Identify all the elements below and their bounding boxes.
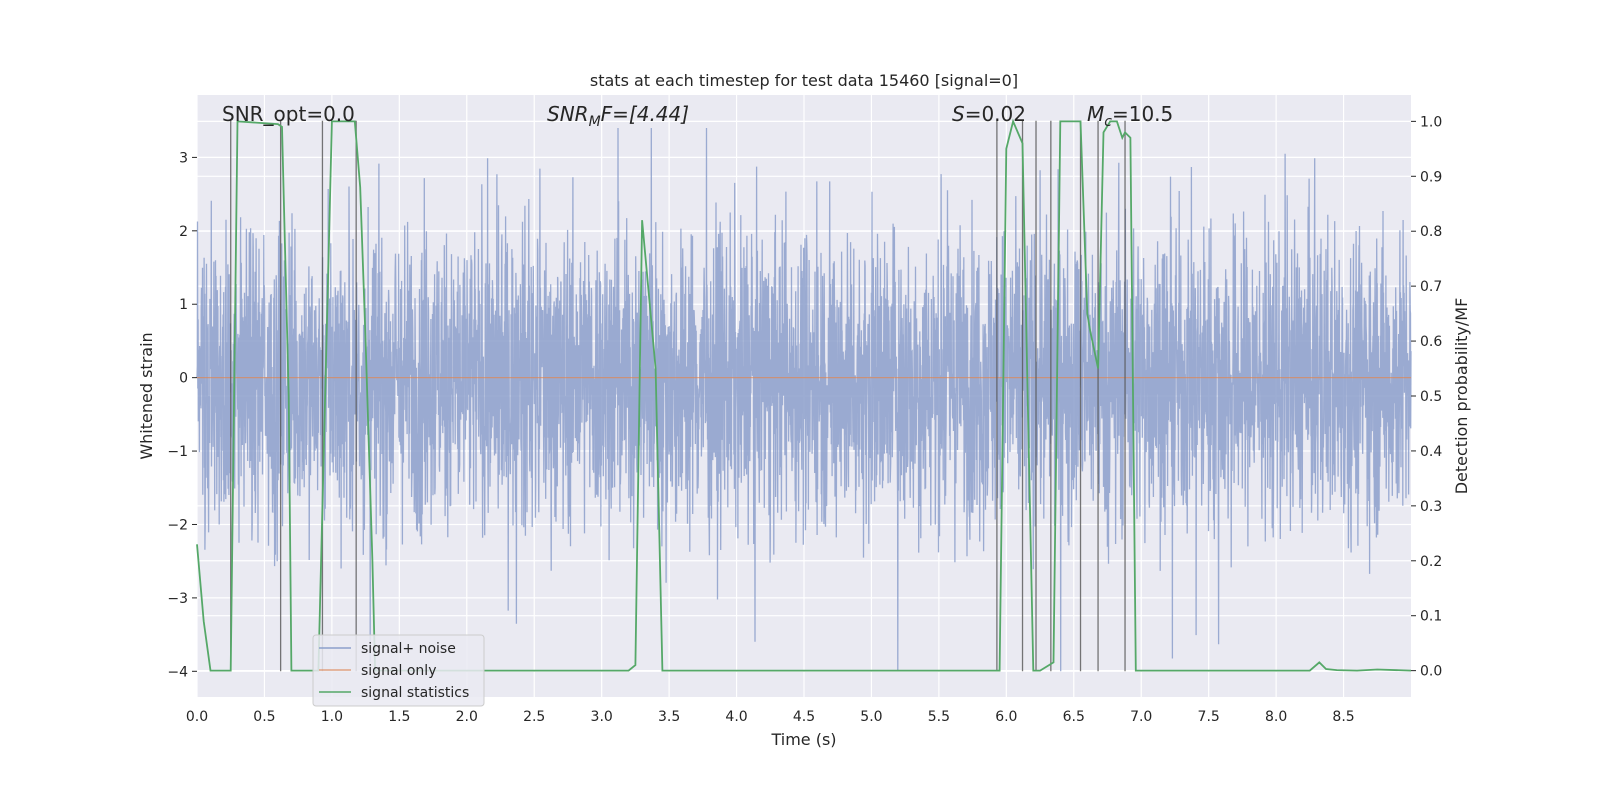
y-left-tick-label: 2	[179, 224, 188, 240]
y-right-tick-label: 0.5	[1420, 389, 1442, 405]
y-right-tick-label: 0.4	[1420, 444, 1442, 460]
y-right-tick-label: 0.1	[1420, 609, 1442, 625]
statistics-line	[196, 118, 1412, 672]
chart-title: stats at each timestep for test data 154…	[590, 71, 1018, 90]
snr-mf-tail: F=[4.44]	[601, 102, 689, 126]
x-tick-label: 8.5	[1332, 709, 1354, 725]
y-axis-label-left: Whitened strain	[137, 332, 156, 459]
vertical-markers	[230, 120, 1126, 672]
x-axis-label: Time (s)	[770, 730, 836, 749]
y-right-tick-label: 0.9	[1420, 169, 1442, 185]
y-right-tick-label: 0.7	[1420, 279, 1442, 295]
snr-mf-main: SNR	[547, 102, 589, 126]
y-left-tick-label: 1	[179, 297, 188, 313]
y-right-tick-labels: 1.0 0.9 0.8 0.7 0.6 0.5 0.4 0.3 0.2 0.1 0.0	[1411, 114, 1442, 680]
legend-label-noise: signal+ noise	[361, 641, 456, 657]
legend: signal+ noise signal only signal statist…	[312, 634, 485, 707]
y-left-tick-labels: 3 2 1 0 −1 −2 −3 −4	[167, 150, 197, 680]
annotation-s: S=0.02	[952, 102, 1026, 126]
legend-label-statistics: signal statistics	[361, 685, 469, 701]
y-axis-label-right: Detection probability/MF	[1452, 298, 1471, 495]
x-tick-label: 2.0	[456, 709, 478, 725]
series-signal-noise	[196, 127, 1412, 672]
x-tick-label: 1.0	[321, 709, 343, 725]
x-tick-label: 1.5	[388, 709, 410, 725]
annotation-snr-opt: SNR_opt=0.0	[222, 102, 355, 126]
y-left-tick-label: −3	[167, 591, 188, 607]
x-tick-label: 6.0	[995, 709, 1017, 725]
x-tick-label: 3.5	[658, 709, 680, 725]
x-tick-label: 7.5	[1198, 709, 1220, 725]
mc-main: M	[1087, 102, 1104, 126]
y-right-tick-label: 0.0	[1420, 664, 1442, 680]
x-tick-label: 4.5	[793, 709, 815, 725]
y-left-tick-label: −1	[167, 444, 188, 460]
x-tick-label: 8.0	[1265, 709, 1287, 725]
annotation-snr-mf: SNRMF=[4.44]	[547, 102, 689, 130]
series-signal-statistics	[196, 118, 1412, 672]
x-tick-label: 6.5	[1063, 709, 1085, 725]
y-left-tick-label: −4	[167, 664, 188, 680]
x-tick-label: 0.0	[186, 709, 208, 725]
s-main: S	[952, 102, 965, 126]
y-left-tick-label: 0	[179, 371, 188, 387]
mc-sub: c	[1104, 114, 1112, 130]
y-left-tick-label: −2	[167, 517, 188, 533]
y-right-tick-label: 1.0	[1420, 114, 1442, 130]
s-tail: =0.02	[965, 102, 1026, 126]
y-right-tick-label: 0.3	[1420, 499, 1442, 515]
x-tick-label: 2.5	[523, 709, 545, 725]
snr-mf-sub: M	[589, 114, 601, 130]
mc-tail: =10.5	[1112, 102, 1173, 126]
x-tick-labels: 0.0 0.5 1.0 1.5 2.0 2.5 3.0 3.5 4.0 4.5 5.0 5.5 6.0 6…	[186, 709, 1355, 725]
y-right-tick-label: 0.8	[1420, 224, 1442, 240]
legend-label-signal-only: signal only	[361, 663, 436, 679]
x-tick-label: 3.0	[591, 709, 613, 725]
x-tick-label: 4.0	[725, 709, 747, 725]
annotation-mc: Mc=10.5	[1087, 102, 1173, 130]
y-right-tick-label: 0.2	[1420, 554, 1442, 570]
y-right-tick-label: 0.6	[1420, 334, 1442, 350]
x-tick-label: 5.0	[860, 709, 882, 725]
y-left-tick-label: 3	[179, 150, 188, 166]
noise-line	[196, 127, 1412, 672]
x-tick-label: 7.0	[1130, 709, 1152, 725]
legend-box	[312, 634, 485, 707]
x-tick-label: 5.5	[928, 709, 950, 725]
x-tick-label: 0.5	[253, 709, 275, 725]
